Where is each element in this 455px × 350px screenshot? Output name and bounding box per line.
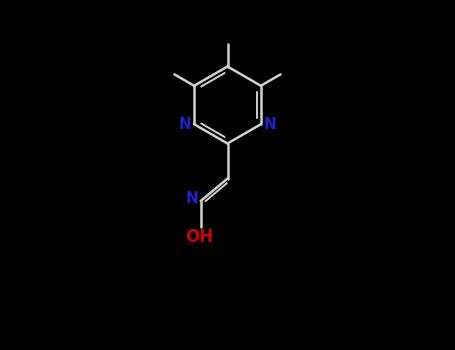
Text: N: N <box>179 117 192 132</box>
Text: OH: OH <box>185 228 213 246</box>
Text: N: N <box>263 117 276 132</box>
Text: N: N <box>186 191 198 206</box>
